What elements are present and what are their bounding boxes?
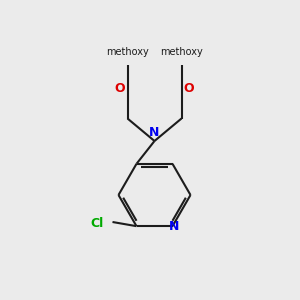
Text: Cl: Cl [90,217,104,230]
Text: N: N [149,126,160,139]
Text: O: O [184,82,194,95]
Text: N: N [169,220,179,233]
Text: methoxy: methoxy [160,47,203,57]
Text: methoxy: methoxy [106,47,149,57]
Text: O: O [115,82,125,95]
